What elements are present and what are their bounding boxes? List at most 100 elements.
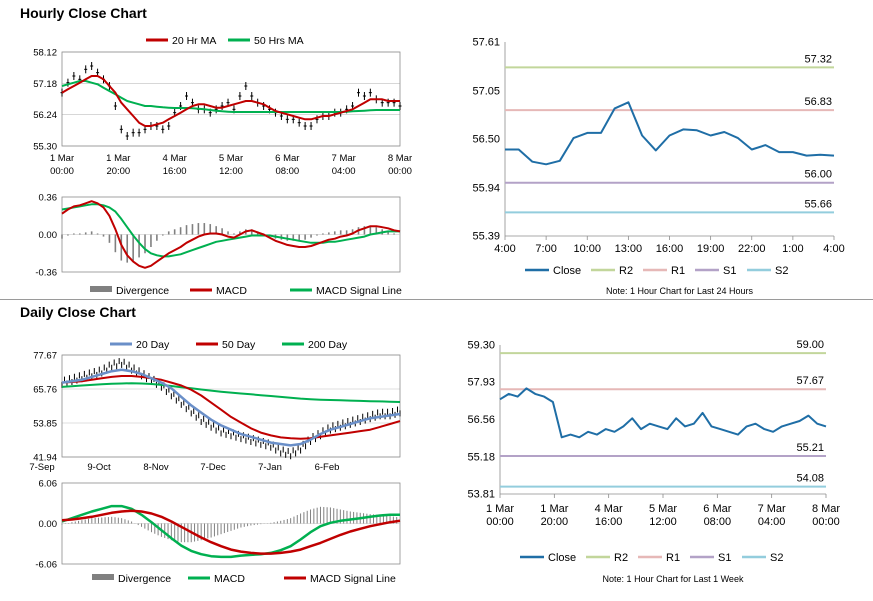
daily-macd-legend-label: MACD Signal Line [310, 573, 396, 585]
daily-price-x-tick-label: 7-Jan [258, 462, 282, 473]
ma-20hr-line [61, 75, 400, 127]
daily-macd-legend-label: MACD [214, 573, 245, 585]
hourly-macd-y-tick-label: 0.36 [39, 193, 58, 204]
hourly-price-x-tick-label: 1 Mar [106, 153, 130, 164]
hourly-levels-legend-label: R2 [619, 265, 633, 277]
hourly-levels-y-tick-label: 55.39 [472, 231, 500, 243]
daily-levels-y-tick-label: 55.18 [467, 451, 495, 463]
daily-levels-y-tick-label: 59.30 [467, 340, 495, 352]
hourly-levels-y-tick-label: 57.61 [472, 37, 500, 49]
daily-macd-legend-label: Divergence [118, 573, 171, 585]
level-label-s1: 56.00 [804, 169, 832, 181]
daily-price-y-tick-label: 77.67 [33, 351, 57, 362]
hourly-price-x-tick-label: 00:00 [388, 166, 412, 177]
daily-levels-x-tick-label: 20:00 [541, 516, 569, 528]
daily-levels-x-tick-label: 12:00 [649, 516, 677, 528]
hourly-levels-note: Note: 1 Hour Chart for Last 24 Hours [606, 286, 754, 296]
hourly-levels-x-tick-label: 4:00 [494, 243, 515, 255]
hourly-levels-legend-label: R1 [671, 265, 685, 277]
level-label-r1: 56.83 [804, 96, 832, 108]
hourly-price-x-tick-label: 4 Mar [163, 153, 187, 164]
hourly-price-x-tick-label: 1 Mar [50, 153, 74, 164]
hourly-macd-legend-swatch [90, 286, 112, 292]
hourly-price-x-tick-label: 20:00 [106, 166, 130, 177]
daily-price-legend-label: 200 Day [308, 339, 348, 351]
daily-levels-y-tick-label: 53.81 [467, 489, 495, 501]
hourly-price-x-tick-label: 00:00 [50, 166, 74, 177]
hourly-levels-y-tick-label: 57.05 [472, 85, 500, 97]
daily-levels-legend-label: R2 [614, 552, 628, 564]
hourly-levels-legend-label: S2 [775, 265, 788, 277]
section-divider [0, 299, 873, 300]
hourly-levels-x-tick-label: 10:00 [573, 243, 601, 255]
daily-levels-x-tick-label: 1 Mar [540, 503, 568, 515]
ma-20day-line [61, 368, 401, 447]
daily-price-y-tick-label: 41.94 [33, 453, 57, 464]
hourly-levels-x-tick-label: 13:00 [615, 243, 643, 255]
daily-levels-x-tick-label: 1 Mar [486, 503, 514, 515]
level-label-r2: 57.32 [804, 53, 832, 65]
daily-levels-legend-label: S2 [770, 552, 783, 564]
hourly-macd-y-tick-label: -0.36 [35, 268, 57, 279]
level-label-s2: 55.66 [804, 198, 832, 210]
hourly-price-x-tick-label: 12:00 [219, 166, 243, 177]
daily-price-legend-label: 20 Day [136, 339, 170, 351]
hourly-price-y-tick-label: 58.12 [33, 48, 57, 59]
daily-levels-legend-label: R1 [666, 552, 680, 564]
hourly-macd-legend-label: MACD Signal Line [316, 285, 402, 297]
hourly-levels-legend-label: Close [553, 265, 581, 277]
daily-price-legend-label: 50 Day [222, 339, 256, 351]
daily-price-x-tick-label: 8-Nov [143, 462, 169, 473]
level-label-s2: 54.08 [796, 473, 824, 485]
hourly-section-title: Hourly Close Chart [20, 5, 147, 21]
daily-price-x-tick-label: 6-Feb [315, 462, 340, 473]
hourly-macd-legend-label: Divergence [116, 285, 169, 297]
daily-levels-x-tick-label: 4 Mar [595, 503, 623, 515]
daily-levels-y-tick-label: 56.56 [467, 414, 495, 426]
daily-levels-y-tick-label: 57.93 [467, 377, 495, 389]
hourly-price-y-tick-label: 56.24 [33, 110, 57, 121]
daily-levels-x-tick-label: 04:00 [758, 516, 786, 528]
daily-section-title: Daily Close Chart [20, 304, 136, 320]
close-line [505, 101, 835, 166]
hourly-price-plot-frame [61, 51, 401, 147]
hourly-price-x-tick-label: 8 Mar [388, 153, 412, 164]
daily-levels-x-tick-label: 5 Mar [649, 503, 677, 515]
hourly-levels-legend-label: S1 [723, 265, 736, 277]
hourly-price-x-tick-label: 04:00 [332, 166, 356, 177]
daily-price-x-tick-label: 9-Oct [87, 462, 111, 473]
hourly-levels-y-tick-label: 55.94 [472, 182, 500, 194]
macd-signal-line [61, 509, 401, 555]
ma-50day-line [61, 375, 401, 440]
daily-price-plot-frame [61, 354, 401, 458]
hourly-price-x-tick-label: 5 Mar [219, 153, 243, 164]
hourly-price-y-tick-label: 55.30 [33, 142, 57, 153]
daily-macd-y-tick-label: -6.06 [35, 560, 57, 571]
hourly-price-x-tick-label: 16:00 [163, 166, 187, 177]
macd-signal-line [61, 203, 400, 258]
daily-levels-legend-label: Close [548, 552, 576, 564]
hourly-levels-x-tick-label: 1:00 [782, 243, 803, 255]
hourly-levels-x-tick-label: 19:00 [697, 243, 725, 255]
hourly-levels-x-tick-label: 22:00 [738, 243, 766, 255]
daily-macd-y-tick-label: 0.00 [39, 519, 58, 530]
hourly-macd-y-tick-label: 0.00 [39, 230, 58, 241]
hourly-levels-y-tick-label: 56.50 [472, 134, 500, 146]
daily-levels-x-tick-label: 7 Mar [758, 503, 786, 515]
level-label-r2: 59.00 [796, 339, 824, 351]
macd-line [61, 200, 401, 269]
daily-price-y-tick-label: 53.85 [33, 419, 57, 430]
hourly-price-legend-label: 50 Hrs MA [254, 35, 304, 47]
hourly-price-x-tick-label: 7 Mar [332, 153, 356, 164]
daily-levels-note: Note: 1 Hour Chart for Last 1 Week [603, 574, 744, 584]
macd-line [61, 504, 400, 559]
daily-levels-x-tick-label: 16:00 [595, 516, 623, 528]
daily-levels-x-tick-label: 00:00 [486, 516, 514, 528]
hourly-price-legend-label: 20 Hr MA [172, 35, 216, 47]
daily-levels-legend-label: S1 [718, 552, 731, 564]
